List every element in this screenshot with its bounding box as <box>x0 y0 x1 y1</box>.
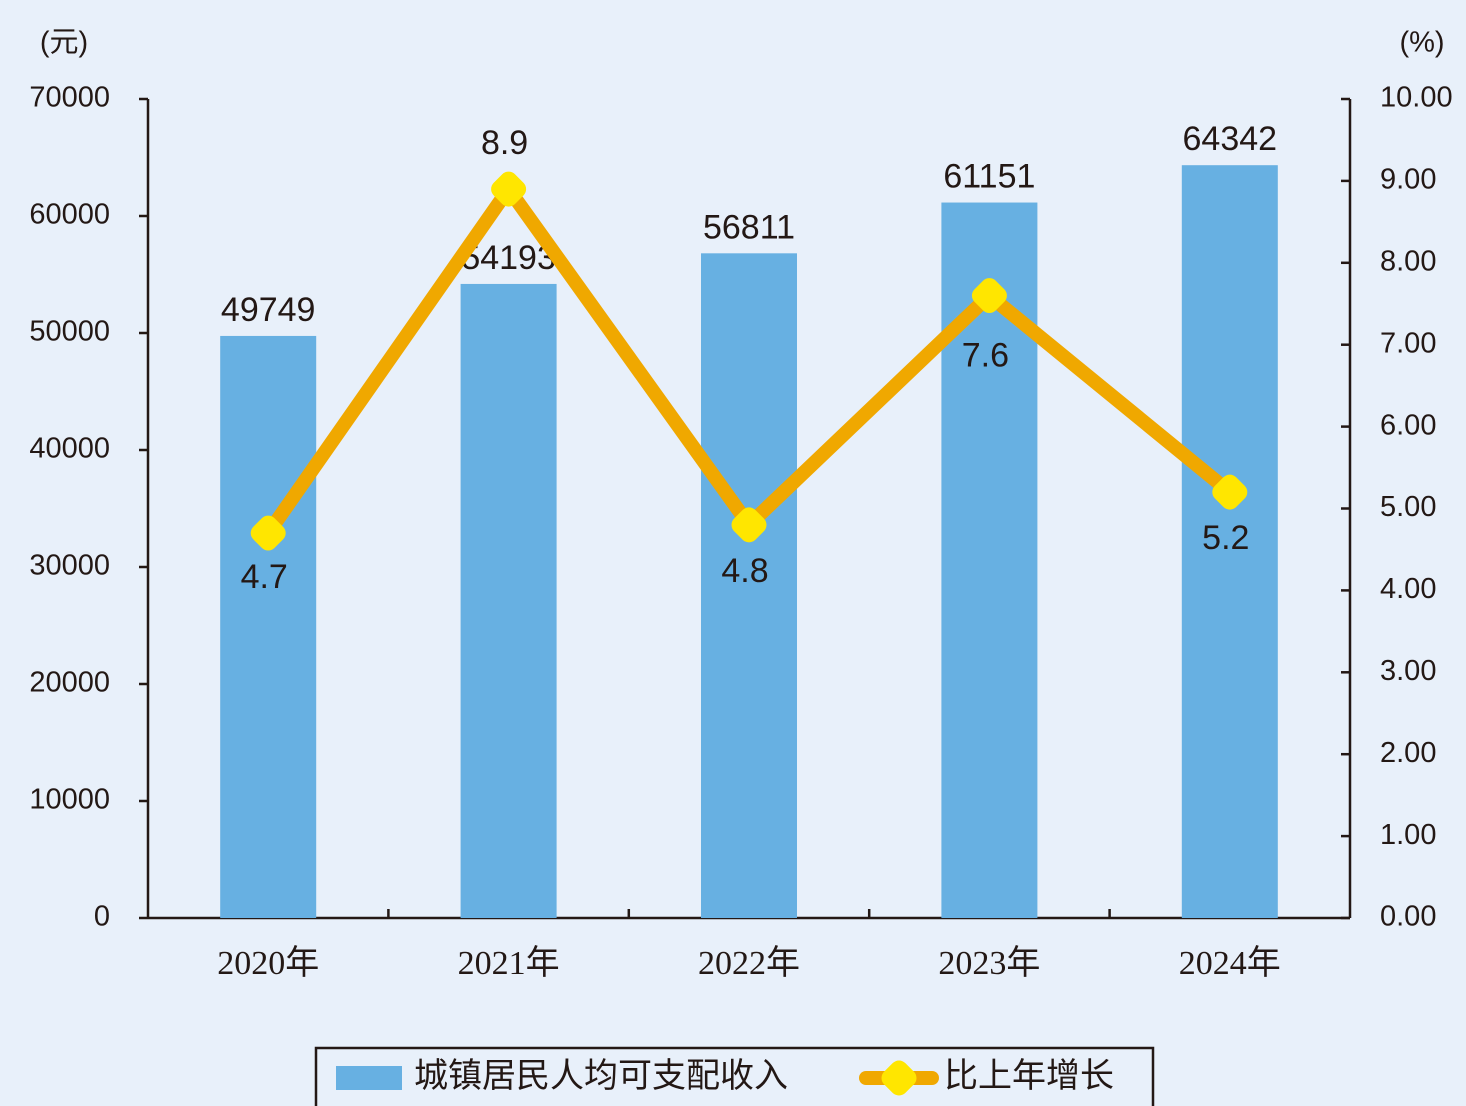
y-tick-label: 10000 <box>29 784 110 816</box>
bar <box>701 253 797 919</box>
y2-tick-label: 3.00 <box>1380 655 1436 687</box>
legend-label: 比上年增长 <box>944 1057 1114 1095</box>
line-marker <box>731 507 767 543</box>
legend-box <box>314 1046 1155 1106</box>
legend-marker <box>881 1060 917 1096</box>
y-unit: (元) <box>40 27 88 59</box>
y-tick-label: 20000 <box>29 667 110 699</box>
x-tick-label: 2022年 <box>698 944 800 982</box>
y-tick-label: 70000 <box>29 82 110 114</box>
bar <box>1181 165 1278 918</box>
y2-unit: (%) <box>1399 27 1444 59</box>
bar-value-label: 61151 <box>943 158 1035 196</box>
bar <box>220 335 317 918</box>
bar <box>460 283 557 918</box>
y-tick-label: 0 <box>94 901 110 933</box>
x-tick-label: 2023年 <box>938 944 1040 982</box>
line-marker <box>1212 474 1248 510</box>
y2-tick-label: 2.00 <box>1380 737 1436 769</box>
bar-value-label: 56811 <box>703 208 795 246</box>
y2-tick-label: 9.00 <box>1380 164 1436 196</box>
line-value-label: 4.7 <box>241 558 288 596</box>
y-tick-label: 50000 <box>29 316 110 348</box>
y2-tick-label: 0.00 <box>1380 901 1436 933</box>
y2-tick-label: 1.00 <box>1380 819 1436 851</box>
bar-value-label: 49749 <box>221 291 316 329</box>
bar-value-label: 64342 <box>1183 120 1278 158</box>
line-value-label: 7.6 <box>962 337 1009 375</box>
y-tick-label: 60000 <box>29 199 110 231</box>
y2-tick-label: 5.00 <box>1380 491 1436 523</box>
line-value-label: 8.9 <box>481 124 528 162</box>
y2-tick-label: 8.00 <box>1380 245 1436 277</box>
line-value-label: 4.8 <box>721 552 768 590</box>
x-tick-label: 2020年 <box>217 944 319 982</box>
line-marker <box>250 515 286 551</box>
line-marker <box>971 278 1007 314</box>
line-value-label: 5.2 <box>1202 519 1249 557</box>
y-tick-label: 40000 <box>29 433 110 465</box>
x-tick-label: 2024年 <box>1179 944 1281 982</box>
legend-swatch <box>336 1066 402 1090</box>
y2-tick-label: 10.00 <box>1380 82 1453 114</box>
y-tick-label: 30000 <box>29 550 110 582</box>
y2-tick-label: 4.00 <box>1380 573 1436 605</box>
x-tick-label: 2021年 <box>458 944 560 982</box>
y2-tick-label: 6.00 <box>1380 409 1436 441</box>
line-marker <box>491 171 527 207</box>
legend-label: 城镇居民人均可支配收入 <box>414 1057 788 1095</box>
y2-tick-label: 7.00 <box>1380 327 1436 359</box>
